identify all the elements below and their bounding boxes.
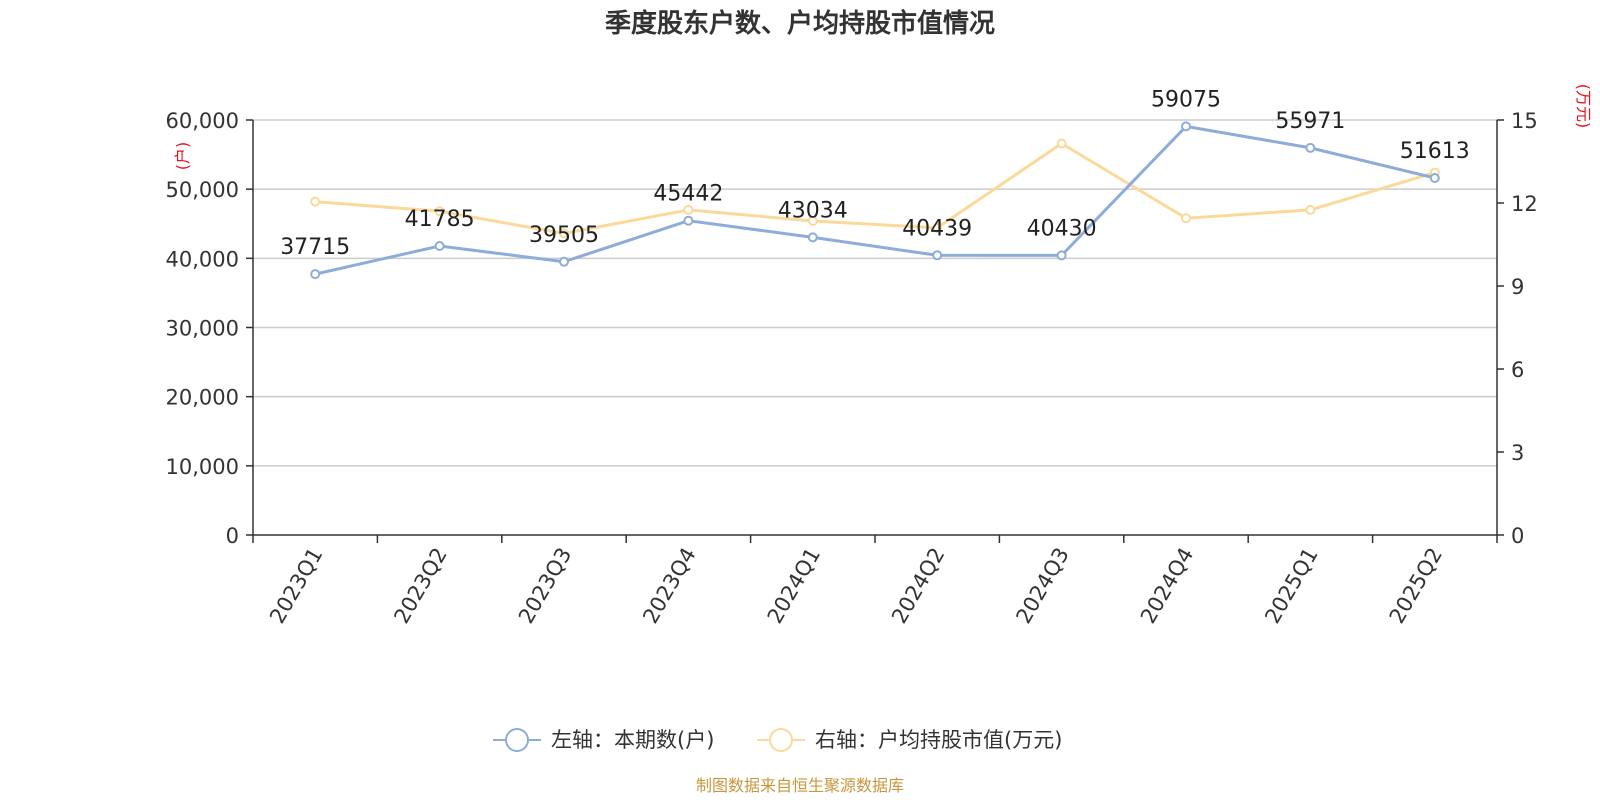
- right-axis-tick-label: 15: [1511, 109, 1538, 133]
- right-axis-tick-label: 6: [1511, 358, 1524, 382]
- point-avg-value: [807, 215, 818, 226]
- x-axis-tick-label: 2025Q2: [1385, 544, 1447, 628]
- point-holders: [1305, 142, 1316, 153]
- point-avg-value: [1181, 213, 1191, 224]
- x-axis-tick-label: 2024Q3: [1011, 544, 1073, 628]
- grid-lines: [253, 119, 1497, 467]
- point-avg-value: [434, 206, 445, 217]
- x-axis-tick-label: 2023Q1: [265, 544, 327, 628]
- left-axis-tick-label: 50,000: [166, 178, 239, 202]
- legend-label-left: 左轴：本期数(户): [551, 728, 714, 752]
- x-axis-tick-label: 2024Q2: [887, 544, 949, 628]
- left-axis-tick-label: 10,000: [166, 455, 239, 479]
- legend-marker-right: [769, 728, 793, 752]
- data-label: 40430: [1027, 216, 1097, 241]
- data-label: 41785: [405, 207, 475, 232]
- left-axis-tick-label: 60,000: [166, 109, 239, 133]
- right-axis-unit-label: (万元): [1574, 84, 1593, 129]
- x-axis-tick-label: 2023Q4: [638, 544, 700, 628]
- left-axis-unit-label: (户): [173, 142, 192, 171]
- point-avg-value: [559, 228, 569, 239]
- legend-marker-left: [505, 728, 529, 752]
- point-avg-value: [1305, 204, 1316, 215]
- point-holders: [1181, 121, 1191, 132]
- series-line-holders: [314, 124, 1436, 276]
- point-holders: [559, 256, 569, 267]
- left-axis-tick-label: 0: [226, 524, 239, 548]
- right-axis-tick-label: 3: [1511, 441, 1524, 465]
- right-axis-tick-label: 9: [1511, 275, 1524, 299]
- right-axis-tick-label: 12: [1511, 192, 1538, 216]
- point-avg-value: [683, 204, 694, 215]
- point-holders: [932, 250, 943, 261]
- point-avg-value: [1056, 138, 1067, 149]
- x-axis-tick-label: 2024Q1: [763, 544, 825, 628]
- left-axis-tick-label: 20,000: [166, 386, 239, 410]
- data-label: 45442: [653, 182, 723, 207]
- x-axis-tick-label: 2023Q2: [389, 544, 451, 628]
- x-axis-tick-label: 2024Q4: [1136, 544, 1198, 628]
- data-label: 40439: [902, 216, 972, 241]
- legend: 左轴：本期数(户) 右轴：户均持股市值(万元): [493, 728, 1062, 752]
- point-holders: [434, 240, 445, 251]
- point-holders: [807, 232, 818, 243]
- point-holders: [1056, 250, 1067, 261]
- legend-item-left-series[interactable]: 左轴：本期数(户): [493, 728, 714, 752]
- data-labels: 37715 41785 39505 45442 43034 40439 40430 59075…: [280, 87, 1470, 260]
- data-label: 37715: [280, 235, 350, 260]
- left-axis-tick-label: 30,000: [166, 317, 239, 341]
- point-holders: [1429, 173, 1440, 184]
- series-layer: [310, 121, 1440, 280]
- data-label: 39505: [529, 223, 599, 248]
- point-holders: [310, 269, 321, 280]
- point-avg-value: [932, 222, 943, 233]
- x-axis-tick-label: 2025Q1: [1260, 544, 1322, 628]
- data-label: 51613: [1400, 139, 1470, 164]
- data-label: 55971: [1275, 109, 1345, 134]
- data-label: 43034: [778, 198, 848, 223]
- legend-label-right: 右轴：户均持股市值(万元): [815, 728, 1062, 752]
- source-note: 制图数据来自恒生聚源数据库: [696, 776, 904, 795]
- point-holders: [683, 215, 694, 226]
- axes: 0 10,000 20,000 30,000 40,000 50,000 60,000 0 3 6…: [166, 109, 1538, 628]
- left-axis-tick-label: 40,000: [166, 247, 239, 271]
- legend-item-right-series[interactable]: 右轴：户均持股市值(万元): [757, 728, 1062, 752]
- x-axis-tick-label: 2023Q3: [514, 544, 576, 628]
- point-avg-value: [310, 196, 321, 207]
- right-axis-tick-label: 0: [1511, 524, 1524, 548]
- series-line-avg-value: [315, 142, 1436, 235]
- chart-title: 季度股东户数、户均持股市值情况: [605, 8, 995, 39]
- data-label: 59075: [1151, 87, 1221, 112]
